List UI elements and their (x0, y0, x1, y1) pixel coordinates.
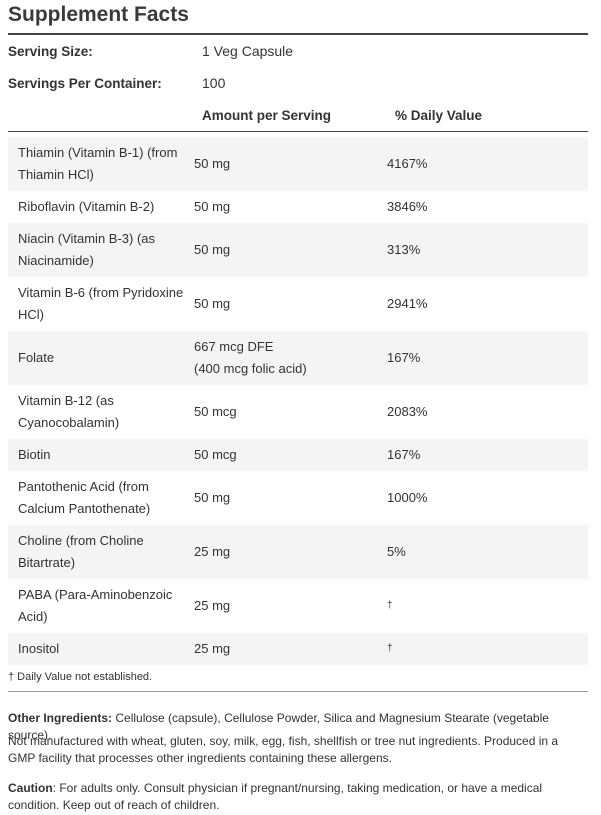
amount-value: 50 mcg (194, 404, 237, 419)
serving-size-value: 1 Veg Capsule (202, 43, 294, 59)
title: Supplement Facts (8, 3, 189, 26)
amount-value: 25 mg (194, 598, 231, 613)
row: Riboflavin (Vitamin B-2) 50 mg 3846% (8, 191, 588, 223)
amount: 50 mg (194, 191, 387, 223)
amount-value: 50 mcg (194, 447, 237, 462)
nutrient-name: Inositol (18, 641, 60, 656)
amount-value: 25 mg (194, 641, 231, 656)
daily-value: 3846% (387, 199, 428, 214)
daily-value: 167% (387, 447, 421, 462)
facts-table: Thiamin (Vitamin B-1) (from Thiamin HCl)… (8, 137, 588, 665)
daily-value: † (387, 643, 393, 654)
amount-value: 50 mg (194, 296, 231, 311)
amount: 50 mg (194, 137, 387, 191)
nutrient-name: Vitamin B-6 (from Pyridoxine HCl) (18, 285, 184, 322)
servings-label: Servings Per Container: (8, 76, 162, 91)
daily-value: 5% (387, 544, 406, 559)
row: Niacin (Vitamin B-3) (as Niacinamide) 50 … (8, 223, 588, 277)
daily-value: 2941% (387, 296, 428, 311)
amount-value: 50 mg (194, 490, 231, 505)
amount: 25 mg (194, 525, 387, 579)
header-daily-value: % Daily Value (395, 108, 483, 123)
caution-label: Caution (8, 781, 53, 795)
row: Biotin 50 mcg 167% (8, 439, 588, 471)
daily-value: 313% (387, 242, 421, 257)
amount: 50 mcg (194, 385, 387, 439)
amount-value: 667 mcg DFE (194, 339, 274, 354)
amount: 50 mg (194, 471, 387, 525)
nutrient-name: Vitamin B-12 (as Cyanocobalamin) (18, 393, 120, 430)
row: Inositol 25 mg † (8, 633, 588, 665)
daily-value: 2083% (387, 404, 428, 419)
amount: 667 mcg DFE (400 mcg folic acid) (194, 331, 387, 385)
nutrient-name: PABA (Para-Aminobenzoic Acid) (18, 587, 173, 624)
nutrient-name: Choline (from Choline Bitartrate) (18, 533, 144, 570)
row: Thiamin (Vitamin B-1) (from Thiamin HCl)… (8, 137, 588, 191)
daily-value: † (387, 600, 393, 611)
row: Vitamin B-6 (from Pyridoxine HCl) 50 mg 29… (8, 277, 588, 331)
amount-value: 50 mg (194, 199, 231, 214)
amount-value: 25 mg (194, 544, 231, 559)
other-ingredients-label: Other Ingredients: (8, 711, 113, 725)
rule (8, 33, 588, 35)
other-ingredients: Other Ingredients: Cellulose (capsule), … (8, 710, 593, 744)
amount: 25 mg (194, 579, 387, 633)
daily-value: 4167% (387, 156, 428, 171)
row: Folate 667 mcg DFE (400 mcg folic acid) 167… (8, 331, 588, 385)
nutrient-name: Thiamin (Vitamin B-1) (from Thiamin HCl) (18, 145, 178, 182)
amount: 50 mg (194, 223, 387, 277)
amount-value: 50 mg (194, 156, 231, 171)
nutrient-name: Riboflavin (Vitamin B-2) (18, 199, 155, 214)
caution-text: : For adults only. Consult physician if … (8, 781, 543, 812)
other-ingredients-text: Cellulose (capsule), Cellulose Powder, S… (8, 711, 549, 742)
servings-value: 100 (202, 75, 226, 91)
nutrient-name: Folate (18, 350, 55, 365)
row: Vitamin B-12 (as Cyanocobalamin) 50 mcg 20… (8, 385, 588, 439)
daily-value: 1000% (387, 490, 428, 505)
nutrient-name: Pantothenic Acid (from Calcium Pantothen… (18, 479, 151, 516)
amount: 50 mg (194, 277, 387, 331)
nutrient-name: Niacin (Vitamin B-3) (as Niacinamide) (18, 231, 156, 268)
allergen-note: Not manufactured with wheat, gluten, soy… (8, 734, 559, 765)
nutrient-name: Biotin (18, 447, 51, 462)
daily-value: 167% (387, 350, 421, 365)
amount-note: (400 mcg folic acid) (194, 361, 307, 376)
rule (8, 691, 588, 692)
serving-size-label: Serving Size: (8, 44, 93, 59)
amount: 50 mcg (194, 439, 387, 471)
amount-value: 50 mg (194, 242, 231, 257)
row: PABA (Para-Aminobenzoic Acid) 25 mg † (8, 579, 588, 633)
caution: Caution: For adults only. Consult physic… (8, 780, 578, 814)
header-amount: Amount per Serving (202, 108, 332, 123)
amount: 25 mg (194, 633, 387, 665)
rule (8, 131, 588, 132)
footnote: † Daily Value not established. (8, 671, 153, 683)
row: Pantothenic Acid (from Calcium Pantothen… (8, 471, 588, 525)
row: Choline (from Choline Bitartrate) 25 mg 5% (8, 525, 588, 579)
